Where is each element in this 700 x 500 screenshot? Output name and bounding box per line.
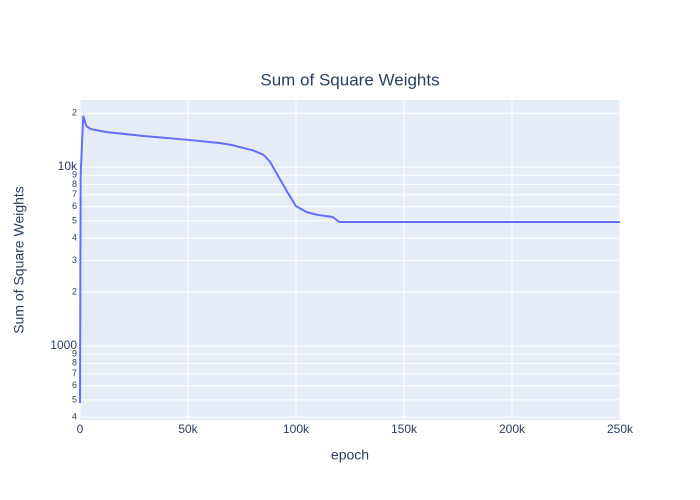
chart-title: Sum of Square Weights bbox=[260, 70, 439, 89]
y-tick-label: 8 bbox=[72, 179, 77, 189]
y-tick-label: 4 bbox=[72, 233, 77, 243]
y-tick-label: 5 bbox=[72, 215, 77, 225]
y-tick-label: 10k bbox=[58, 159, 78, 173]
y-tick-label: 7 bbox=[72, 368, 77, 378]
y-tick-label: 6 bbox=[72, 201, 77, 211]
y-tick-label: 9 bbox=[72, 349, 77, 359]
y-tick-label: 7 bbox=[72, 189, 77, 199]
data-line bbox=[79, 115, 620, 404]
y-tick-label: 5 bbox=[72, 394, 77, 404]
y-tick-label: 4 bbox=[72, 412, 77, 422]
y-tick-label: 1000 bbox=[50, 338, 77, 352]
x-tick-label: 100k bbox=[283, 422, 310, 436]
y-tick-label: 3 bbox=[72, 255, 77, 265]
y-tick-label: 2 bbox=[72, 108, 77, 118]
y-axis-title: Sum of Square Weights bbox=[11, 186, 27, 334]
plot-area bbox=[80, 100, 620, 420]
x-tick-label: 200k bbox=[499, 422, 526, 436]
y-tick-label: 8 bbox=[72, 358, 77, 368]
x-tick-label: 0 bbox=[77, 422, 84, 436]
y-tick-label: 2 bbox=[72, 287, 77, 297]
x-tick-label: 250k bbox=[607, 422, 634, 436]
x-tick-label: 50k bbox=[178, 422, 198, 436]
y-tick-label: 9 bbox=[72, 170, 77, 180]
x-tick-label: 150k bbox=[391, 422, 418, 436]
y-tick-label: 6 bbox=[72, 380, 77, 390]
x-axis-title: epoch bbox=[331, 447, 369, 463]
